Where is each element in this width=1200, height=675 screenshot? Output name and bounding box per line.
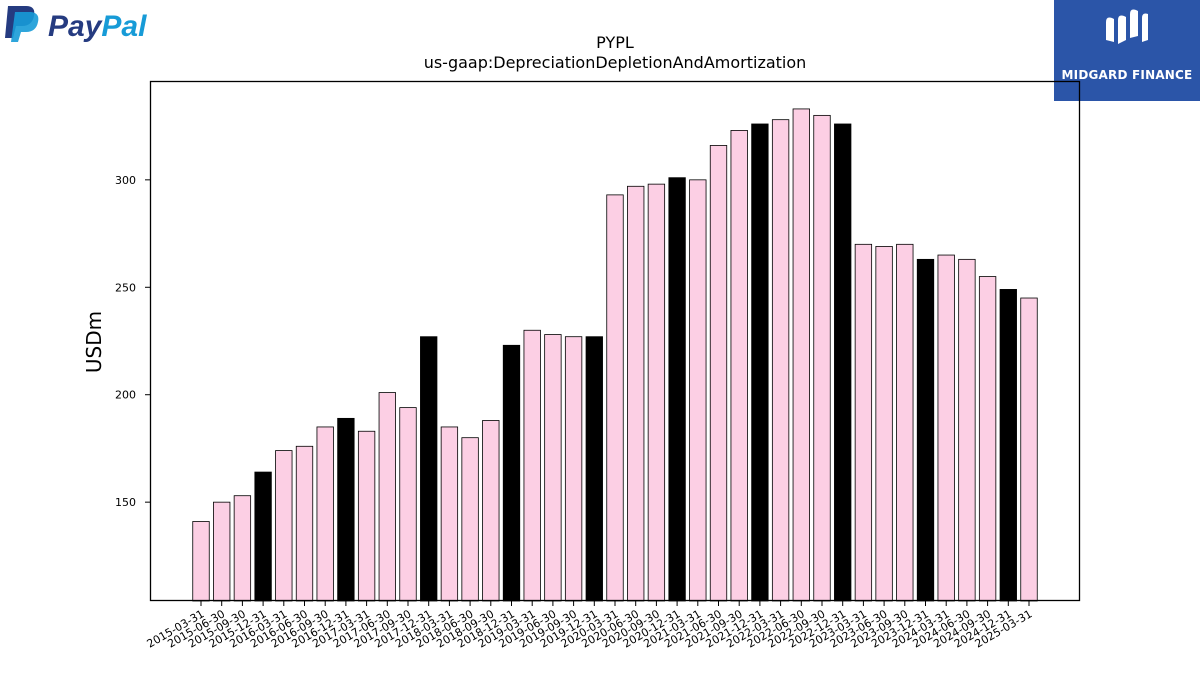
bar-2016-12-31 — [337, 417, 355, 602]
svg-text:PayPal: PayPal — [48, 10, 147, 43]
paypal-logo: PayPal — [4, 4, 164, 44]
bar-2019-03-31 — [523, 329, 541, 602]
bar-2018-06-30 — [461, 437, 479, 602]
y-tick-label: 250 — [115, 281, 136, 294]
bar-2018-09-30 — [482, 420, 500, 602]
bar-2024-09-30 — [978, 276, 997, 602]
chart-title: PYPL — [596, 33, 634, 52]
y-tick-label: 200 — [115, 389, 136, 402]
midgard-finance-wordmark: MIDGARD FINANCE — [1061, 68, 1193, 82]
bar-2022-06-30 — [792, 108, 810, 602]
bar-2019-06-30 — [544, 334, 562, 602]
bar-2019-09-30 — [564, 336, 583, 602]
bar-2024-12-31 — [999, 289, 1017, 602]
bar-2023-12-31 — [916, 258, 935, 602]
bar-2023-03-31 — [854, 243, 873, 602]
bar-2021-12-31 — [751, 123, 769, 602]
bar-2023-06-30 — [875, 246, 893, 602]
y-tick-label: 150 — [115, 496, 136, 509]
bar-2020-03-31 — [606, 194, 624, 602]
bar-2015-12-31 — [254, 471, 272, 602]
bar-2024-06-30 — [958, 258, 976, 602]
bar-2015-09-30 — [233, 495, 252, 602]
bar-2024-03-31 — [937, 254, 955, 602]
bar-2020-09-30 — [647, 183, 666, 602]
bar-2021-06-30 — [709, 145, 728, 602]
y-ticks-group: 150 200 250 300 — [115, 174, 150, 509]
bar-2017-03-31 — [357, 430, 376, 602]
bar-2025-03-31 — [1020, 297, 1038, 602]
bar-2022-09-30 — [813, 114, 831, 602]
bar-2022-12-31 — [834, 123, 852, 602]
bar-2015-06-30 — [213, 501, 231, 602]
bars-group — [192, 108, 1038, 602]
bar-2020-12-31 — [668, 177, 686, 602]
bar-2016-03-31 — [275, 450, 293, 602]
bar-2022-03-31 — [771, 119, 790, 602]
bar-2019-12-31 — [585, 336, 603, 602]
plot-frame — [149, 80, 1081, 602]
midgard-mark-icon — [1106, 9, 1148, 44]
bar-2016-06-30 — [295, 445, 314, 602]
y-axis-label: USDm — [82, 311, 106, 373]
bar-2023-09-30 — [896, 243, 914, 602]
bar-2021-09-30 — [730, 130, 748, 602]
bar-2017-09-30 — [399, 407, 417, 602]
paypal-p-icon — [5, 6, 39, 42]
y-tick-label: 300 — [115, 174, 136, 187]
x-ticks-group: 2015-03-312015-06-302015-09-302015-12-31… — [145, 601, 1035, 651]
bar-2021-03-31 — [689, 179, 707, 602]
bar-2017-12-31 — [420, 336, 438, 602]
bar-2016-09-30 — [316, 426, 334, 602]
chart-subtitle: us-gaap:DepreciationDepletionAndAmortiza… — [424, 53, 807, 72]
bar-2015-03-31 — [192, 521, 210, 602]
bar-2020-06-30 — [627, 185, 645, 602]
bar-2018-12-31 — [502, 344, 521, 602]
midgard-finance-logo: MIDGARD FINANCE — [1054, 0, 1200, 101]
bar-2018-03-31 — [440, 426, 459, 602]
bar-2017-06-30 — [378, 392, 396, 602]
